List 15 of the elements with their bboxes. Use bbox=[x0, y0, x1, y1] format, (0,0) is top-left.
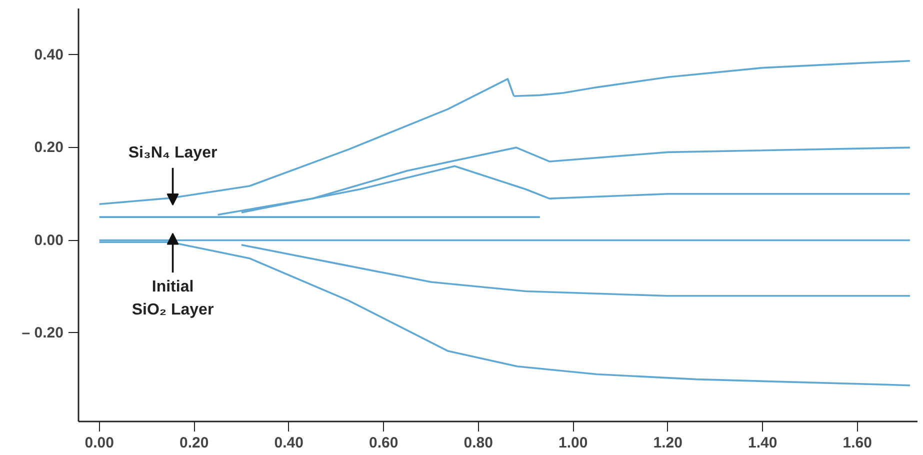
y-tick-label: 0.00 bbox=[34, 232, 64, 249]
y-tick-label: 0.40 bbox=[34, 46, 64, 64]
x-tick-label: 1.00 bbox=[558, 434, 588, 452]
x-tick-label: 0.40 bbox=[274, 434, 304, 452]
annotation: Initial SiO₂ Layer bbox=[132, 278, 214, 318]
x-tick-label: 1.40 bbox=[748, 434, 778, 452]
x-tick-label: 0.00 bbox=[84, 434, 114, 452]
annotation: Si₃N₄ Layer bbox=[128, 144, 218, 162]
x-tick-label: 1.20 bbox=[653, 434, 682, 452]
x-tick-label: 0.80 bbox=[464, 434, 493, 452]
x-tick-label: 1.60 bbox=[842, 434, 872, 452]
x-tick-label: 0.20 bbox=[179, 434, 209, 452]
y-tick-label: 0.20 bbox=[34, 139, 64, 156]
y-tick-label: – 0.20 bbox=[22, 324, 64, 342]
x-tick-label: 0.60 bbox=[368, 434, 398, 452]
